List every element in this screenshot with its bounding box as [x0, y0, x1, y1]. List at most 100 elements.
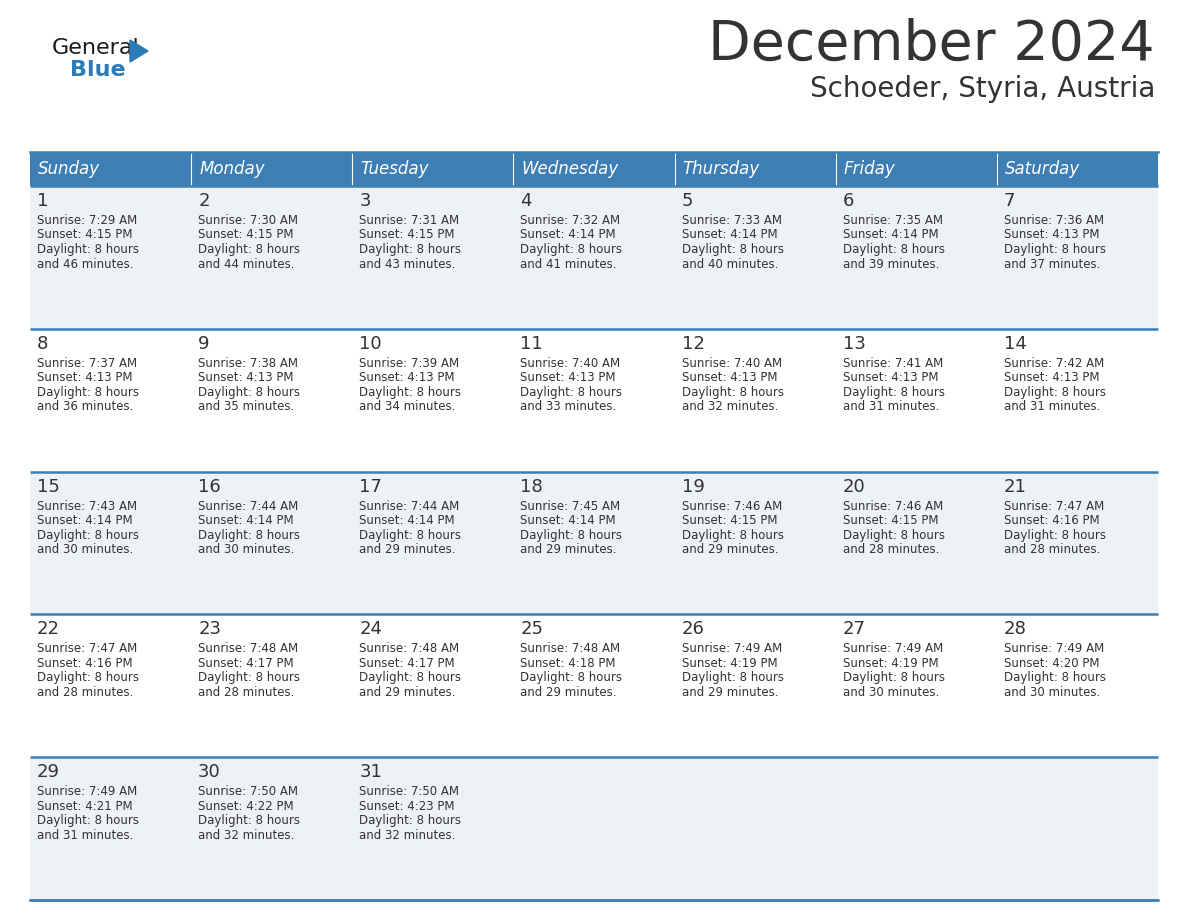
Text: and 29 minutes.: and 29 minutes. — [520, 543, 617, 556]
Text: Sunrise: 7:43 AM: Sunrise: 7:43 AM — [37, 499, 137, 512]
Text: Sunrise: 7:37 AM: Sunrise: 7:37 AM — [37, 357, 137, 370]
Text: Blue: Blue — [70, 60, 126, 80]
Text: and 31 minutes.: and 31 minutes. — [842, 400, 939, 413]
Text: and 28 minutes.: and 28 minutes. — [198, 686, 295, 699]
Text: Sunset: 4:13 PM: Sunset: 4:13 PM — [1004, 371, 1099, 385]
Text: 4: 4 — [520, 192, 532, 210]
Text: 23: 23 — [198, 621, 221, 638]
Text: and 29 minutes.: and 29 minutes. — [682, 686, 778, 699]
Text: Sunset: 4:15 PM: Sunset: 4:15 PM — [842, 514, 939, 527]
Bar — [675, 472, 835, 614]
Text: Sunrise: 7:40 AM: Sunrise: 7:40 AM — [682, 357, 782, 370]
Bar — [997, 757, 1158, 900]
Text: Sunset: 4:19 PM: Sunset: 4:19 PM — [682, 657, 777, 670]
Text: Sunset: 4:13 PM: Sunset: 4:13 PM — [842, 371, 939, 385]
Text: Daylight: 8 hours: Daylight: 8 hours — [682, 671, 784, 685]
Text: Sunset: 4:14 PM: Sunset: 4:14 PM — [682, 229, 777, 241]
Text: Sunrise: 7:33 AM: Sunrise: 7:33 AM — [682, 214, 782, 227]
Bar — [191, 757, 353, 900]
Text: Tuesday: Tuesday — [360, 160, 429, 178]
Text: General: General — [52, 38, 140, 58]
Text: 15: 15 — [37, 477, 59, 496]
Text: Sunrise: 7:36 AM: Sunrise: 7:36 AM — [1004, 214, 1104, 227]
Bar — [997, 186, 1158, 329]
Text: Daylight: 8 hours: Daylight: 8 hours — [682, 529, 784, 542]
Text: Thursday: Thursday — [683, 160, 760, 178]
Text: Sunrise: 7:44 AM: Sunrise: 7:44 AM — [359, 499, 460, 512]
Bar — [353, 614, 513, 757]
Text: Sunset: 4:21 PM: Sunset: 4:21 PM — [37, 800, 133, 812]
Text: and 29 minutes.: and 29 minutes. — [682, 543, 778, 556]
Text: Sunrise: 7:48 AM: Sunrise: 7:48 AM — [198, 643, 298, 655]
Text: Sunrise: 7:49 AM: Sunrise: 7:49 AM — [37, 785, 138, 798]
Bar — [353, 757, 513, 900]
Text: and 32 minutes.: and 32 minutes. — [682, 400, 778, 413]
Text: Sunset: 4:13 PM: Sunset: 4:13 PM — [37, 371, 133, 385]
Text: 1: 1 — [37, 192, 49, 210]
Text: and 33 minutes.: and 33 minutes. — [520, 400, 617, 413]
Text: Monday: Monday — [200, 160, 265, 178]
Text: and 29 minutes.: and 29 minutes. — [359, 543, 456, 556]
Text: Daylight: 8 hours: Daylight: 8 hours — [198, 243, 301, 256]
Bar — [513, 186, 675, 329]
Text: 16: 16 — [198, 477, 221, 496]
Text: Daylight: 8 hours: Daylight: 8 hours — [1004, 671, 1106, 685]
Text: Sunset: 4:15 PM: Sunset: 4:15 PM — [37, 229, 133, 241]
Bar — [513, 757, 675, 900]
Text: and 34 minutes.: and 34 minutes. — [359, 400, 456, 413]
Text: Daylight: 8 hours: Daylight: 8 hours — [842, 386, 944, 398]
Text: and 30 minutes.: and 30 minutes. — [842, 686, 939, 699]
Text: 3: 3 — [359, 192, 371, 210]
Text: Sunset: 4:15 PM: Sunset: 4:15 PM — [198, 229, 293, 241]
Text: Sunset: 4:14 PM: Sunset: 4:14 PM — [520, 229, 617, 241]
Text: 14: 14 — [1004, 335, 1026, 353]
Text: Sunset: 4:14 PM: Sunset: 4:14 PM — [359, 514, 455, 527]
Text: Sunrise: 7:39 AM: Sunrise: 7:39 AM — [359, 357, 460, 370]
Text: Sunset: 4:20 PM: Sunset: 4:20 PM — [1004, 657, 1099, 670]
Text: 6: 6 — [842, 192, 854, 210]
Text: and 41 minutes.: and 41 minutes. — [520, 258, 617, 271]
Text: Sunset: 4:15 PM: Sunset: 4:15 PM — [682, 514, 777, 527]
Text: Sunset: 4:14 PM: Sunset: 4:14 PM — [842, 229, 939, 241]
Text: Schoeder, Styria, Austria: Schoeder, Styria, Austria — [810, 75, 1155, 103]
Bar — [835, 757, 997, 900]
Text: Daylight: 8 hours: Daylight: 8 hours — [520, 243, 623, 256]
Text: 13: 13 — [842, 335, 866, 353]
Text: Sunrise: 7:50 AM: Sunrise: 7:50 AM — [359, 785, 460, 798]
Text: and 36 minutes.: and 36 minutes. — [37, 400, 133, 413]
Bar — [997, 614, 1158, 757]
Text: 30: 30 — [198, 763, 221, 781]
Text: 10: 10 — [359, 335, 381, 353]
Text: and 46 minutes.: and 46 minutes. — [37, 258, 133, 271]
Bar — [675, 152, 835, 186]
Text: Sunrise: 7:44 AM: Sunrise: 7:44 AM — [198, 499, 298, 512]
Text: Sunset: 4:13 PM: Sunset: 4:13 PM — [1004, 229, 1099, 241]
Text: Daylight: 8 hours: Daylight: 8 hours — [842, 671, 944, 685]
Bar — [835, 472, 997, 614]
Text: Daylight: 8 hours: Daylight: 8 hours — [1004, 243, 1106, 256]
Bar — [353, 472, 513, 614]
Text: 9: 9 — [198, 335, 209, 353]
Text: and 30 minutes.: and 30 minutes. — [37, 543, 133, 556]
Text: 20: 20 — [842, 477, 866, 496]
Text: Sunrise: 7:31 AM: Sunrise: 7:31 AM — [359, 214, 460, 227]
Text: Sunset: 4:17 PM: Sunset: 4:17 PM — [198, 657, 293, 670]
Bar — [513, 152, 675, 186]
Text: Sunrise: 7:32 AM: Sunrise: 7:32 AM — [520, 214, 620, 227]
Text: and 40 minutes.: and 40 minutes. — [682, 258, 778, 271]
Text: Sunset: 4:14 PM: Sunset: 4:14 PM — [520, 514, 617, 527]
Text: December 2024: December 2024 — [708, 18, 1155, 72]
Text: and 44 minutes.: and 44 minutes. — [198, 258, 295, 271]
Bar — [835, 614, 997, 757]
Text: and 37 minutes.: and 37 minutes. — [1004, 258, 1100, 271]
Text: 28: 28 — [1004, 621, 1026, 638]
Text: Sunset: 4:16 PM: Sunset: 4:16 PM — [1004, 514, 1099, 527]
Bar — [191, 152, 353, 186]
Text: Sunset: 4:23 PM: Sunset: 4:23 PM — [359, 800, 455, 812]
Bar — [513, 472, 675, 614]
Text: 29: 29 — [37, 763, 61, 781]
Bar — [997, 329, 1158, 472]
Text: Sunrise: 7:40 AM: Sunrise: 7:40 AM — [520, 357, 620, 370]
Bar — [835, 152, 997, 186]
Text: and 32 minutes.: and 32 minutes. — [359, 829, 456, 842]
